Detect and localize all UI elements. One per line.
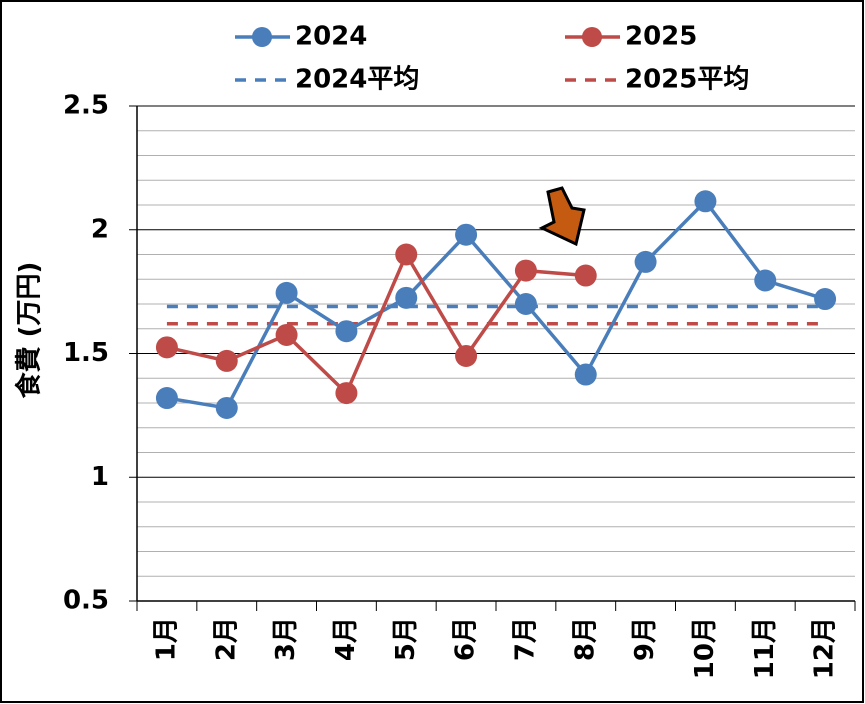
arrow-annotation: [538, 186, 586, 247]
point: [335, 320, 358, 343]
y-axis-label: 食費 (万円): [14, 262, 45, 399]
x-tick-label: 3月: [271, 617, 301, 661]
legend-label: 2025平均: [625, 65, 749, 95]
x-tick-label: 1月: [151, 617, 181, 661]
legend-marker: [582, 27, 602, 47]
x-tick-label: 9月: [630, 617, 660, 661]
y-tick-label: 0.5: [63, 586, 109, 616]
point: [275, 323, 298, 346]
legend-marker: [252, 27, 272, 47]
point: [395, 286, 418, 309]
y-tick-label: 1: [91, 462, 109, 492]
point: [455, 223, 478, 246]
y-tick-label: 1.5: [63, 338, 109, 368]
y-tick-label: 2: [91, 214, 109, 244]
point: [455, 344, 478, 367]
x-tick-label: 7月: [510, 617, 540, 661]
legend-label: 2024: [295, 22, 367, 52]
point: [574, 264, 597, 287]
y-tick-label: 2.5: [63, 91, 109, 121]
point: [155, 336, 178, 359]
point: [634, 250, 657, 273]
x-tick-label: 12月: [810, 617, 840, 679]
x-tick-label: 11月: [750, 617, 780, 679]
series-line: [166, 198, 826, 410]
point: [335, 382, 358, 405]
legend-label: 2025: [625, 22, 697, 52]
point: [754, 269, 777, 292]
x-tick-label: 4月: [331, 617, 361, 661]
x-tick-label: 10月: [690, 617, 720, 679]
point: [155, 387, 178, 410]
point: [514, 259, 537, 282]
point: [574, 363, 597, 386]
legend-label: 2024平均: [295, 65, 419, 95]
x-tick-label: 2月: [211, 617, 241, 661]
point: [694, 190, 717, 213]
point: [814, 288, 837, 311]
x-tick-label: 5月: [391, 617, 421, 661]
point: [275, 281, 298, 304]
point: [395, 243, 418, 266]
x-tick-label: 6月: [451, 617, 481, 661]
point: [514, 293, 537, 315]
point: [215, 349, 238, 372]
x-tick-label: 8月: [570, 617, 600, 661]
point: [215, 396, 238, 419]
